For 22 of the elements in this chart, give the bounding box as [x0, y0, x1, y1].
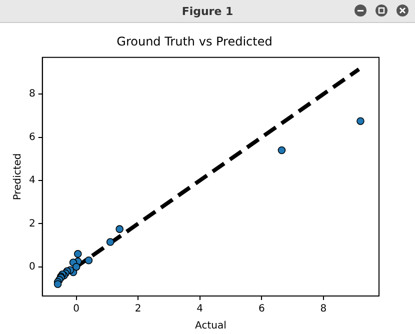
point [54, 280, 62, 288]
y-tick-label: 8 [28, 88, 36, 100]
point [116, 225, 124, 233]
y-tick-label: 6 [28, 132, 36, 143]
point [106, 238, 114, 246]
point [278, 146, 286, 154]
x-tick-label: 6 [258, 304, 265, 315]
point [356, 117, 364, 125]
x-tick-label: 4 [196, 304, 204, 315]
caption: Figure 1 [182, 4, 234, 18]
x-tick-label: 0 [73, 304, 80, 315]
y-tick-label: 4 [28, 175, 36, 186]
y-axis-title: Predicted [12, 153, 24, 200]
chart-title: Ground Truth vs Predicted [116, 34, 272, 48]
point [74, 250, 82, 258]
y-tick-label: 0 [28, 261, 36, 272]
x-tick-label: 8 [320, 304, 327, 315]
x-tick-label: 2 [134, 304, 142, 315]
point [72, 262, 80, 271]
y-tick-label: 2 [28, 218, 36, 230]
point [84, 256, 93, 264]
x-axis-title: Actual [195, 320, 226, 332]
